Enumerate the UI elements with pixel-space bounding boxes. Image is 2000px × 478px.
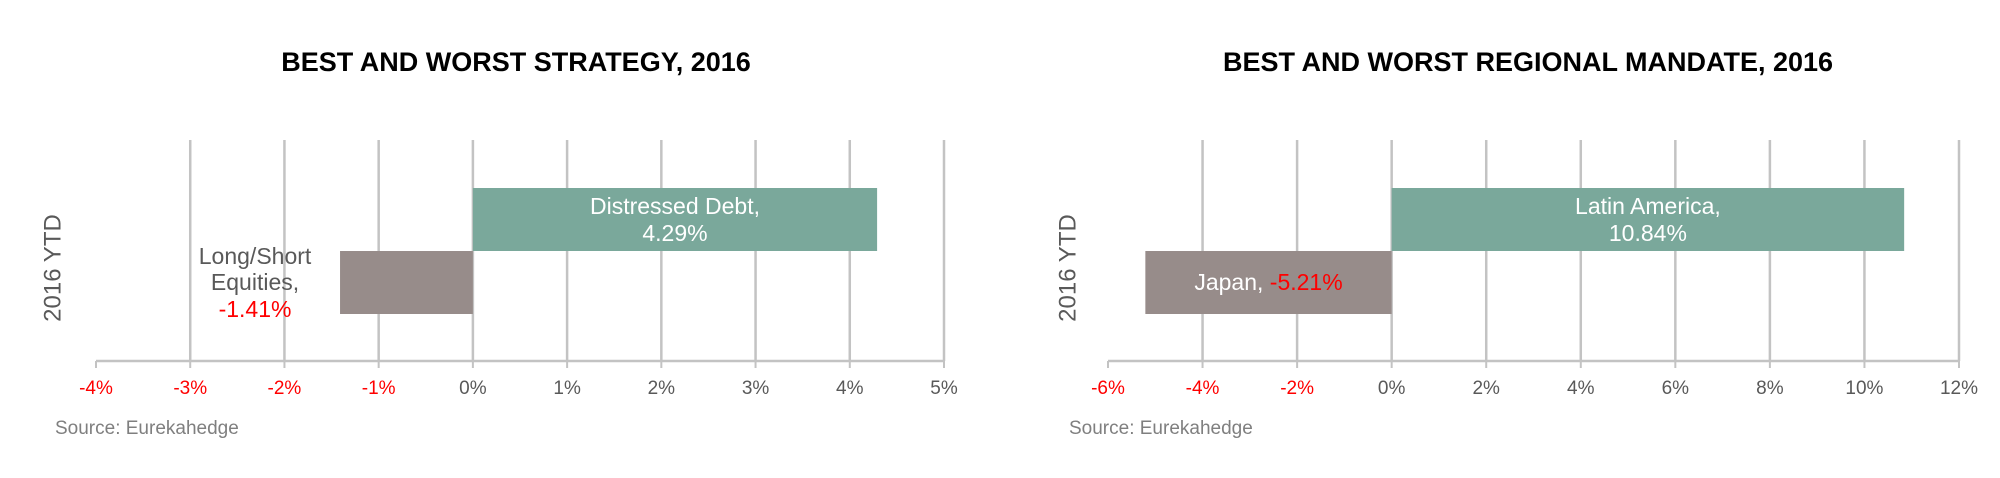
- x-tick-label: -2%: [1280, 378, 1314, 399]
- y-axis-label: 2016 YTD: [39, 214, 66, 322]
- x-tick-label: 8%: [1756, 378, 1784, 399]
- data-label: Long/Short Equities, -1.41%: [180, 211, 330, 354]
- value-label: -5.21%: [1269, 269, 1343, 296]
- x-tick-label: -4%: [79, 378, 113, 399]
- x-tick-label: -6%: [1091, 378, 1125, 399]
- category-label: Distressed Debt,: [589, 193, 760, 220]
- category-label: Latin America,: [1575, 193, 1721, 220]
- bar: [1391, 188, 1905, 251]
- x-tick-label: -4%: [1186, 378, 1220, 399]
- source: Source: Eurekahedge: [55, 418, 239, 439]
- x-tick-label: 4%: [1567, 378, 1595, 399]
- bar: [1145, 251, 1392, 314]
- x-tick-label: -2%: [268, 378, 302, 399]
- data-label: Japan, -5.21%: [1159, 251, 1379, 314]
- x-tick-label: 2%: [648, 378, 676, 399]
- x-tick-label: 4%: [836, 378, 864, 399]
- value-label: -1.41%: [218, 295, 292, 322]
- x-tick-label: 1%: [553, 378, 581, 399]
- x-tick-label: -1%: [362, 378, 396, 399]
- value-label: 10.84%: [1608, 219, 1687, 246]
- category-label: Long/Short Equities,: [198, 242, 312, 296]
- x-tick-label: 2%: [1472, 378, 1500, 399]
- data-label-text: Distressed Debt, 4.29%: [565, 193, 785, 246]
- bar: [472, 188, 878, 251]
- value-label: 4.29%: [642, 219, 708, 246]
- data-label-text: Japan, -5.21%: [1159, 269, 1379, 295]
- x-tick-label: 10%: [1845, 378, 1883, 399]
- data-label-text: Long/Short Equities, -1.41%: [180, 243, 330, 322]
- source: Source: Eurekahedge: [1069, 418, 1253, 439]
- x-tick-label: 0%: [1378, 378, 1406, 399]
- data-label-text: Latin America, 10.84%: [1538, 193, 1758, 246]
- chart-title: BEST AND WORST REGIONAL MANDATE, 2016: [1223, 47, 1833, 77]
- bar: [340, 251, 473, 314]
- y-axis-label: 2016 YTD: [1054, 214, 1081, 322]
- x-tick-label: 6%: [1662, 378, 1690, 399]
- x-tick-label: 5%: [930, 378, 958, 399]
- chart-title: BEST AND WORST STRATEGY, 2016: [281, 47, 751, 77]
- data-label: Latin America, 10.84%: [1538, 188, 1758, 251]
- x-tick-label: -3%: [173, 378, 207, 399]
- x-tick-label: 3%: [742, 378, 770, 399]
- x-tick-label: 0%: [459, 378, 487, 399]
- category-label: Japan,: [1194, 269, 1264, 296]
- data-label: Distressed Debt, 4.29%: [565, 188, 785, 251]
- x-tick-label: 12%: [1940, 378, 1978, 399]
